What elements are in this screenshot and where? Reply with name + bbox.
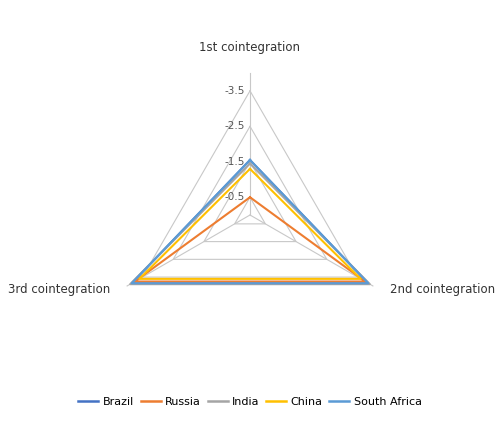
Text: 3rd cointegration: 3rd cointegration: [8, 283, 111, 296]
Text: -0.5: -0.5: [224, 192, 245, 202]
Text: -2.5: -2.5: [224, 121, 245, 131]
Text: -3.5: -3.5: [224, 86, 245, 96]
Legend: Brazil, Russia, India, China, South Africa: Brazil, Russia, India, China, South Afri…: [74, 393, 426, 412]
Text: 1st cointegration: 1st cointegration: [200, 41, 300, 54]
Text: -1.5: -1.5: [224, 157, 245, 167]
Text: 2nd cointegration: 2nd cointegration: [390, 283, 495, 296]
